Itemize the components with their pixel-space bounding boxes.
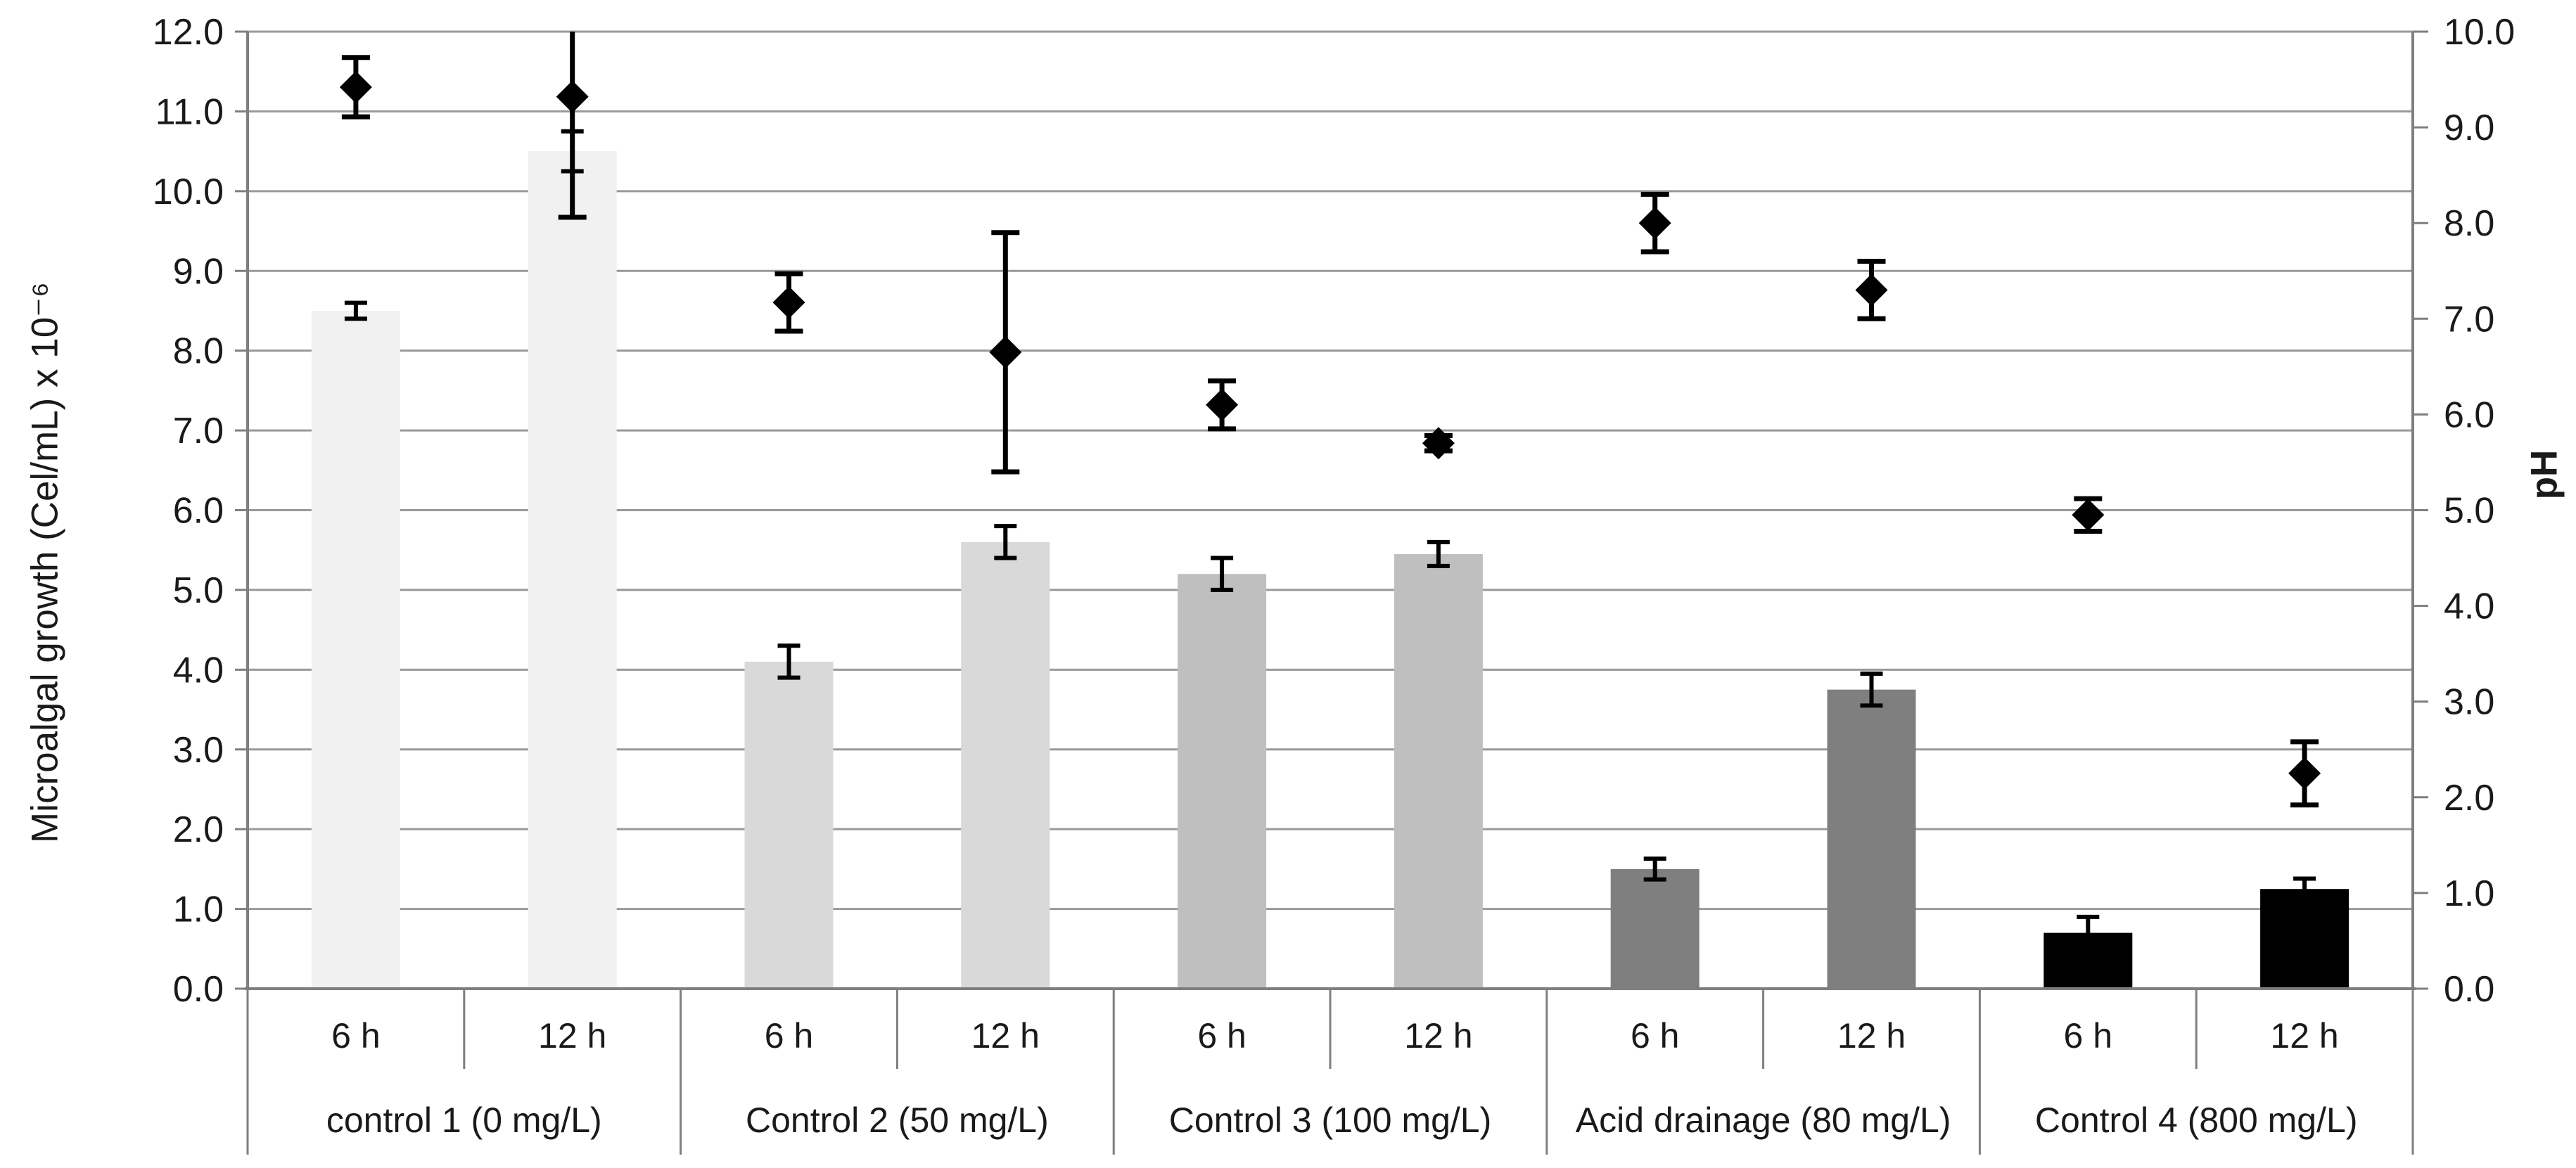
x-time-label: 12 h (538, 1016, 606, 1055)
ph-marker-diamond (556, 80, 589, 113)
x-time-label: 6 h (765, 1016, 814, 1055)
y-right-tick-label: 1.0 (2444, 873, 2494, 914)
growth-bar (528, 151, 617, 989)
y-left-axis-title: Microalgal growth (Cel/mL) x 10⁻⁶ (24, 282, 66, 843)
growth-bar (1178, 574, 1267, 989)
growth-bar (1610, 868, 1700, 989)
x-time-label: 6 h (1197, 1016, 1246, 1055)
y-right-tick-label: 7.0 (2444, 299, 2494, 340)
y-right-tick-label: 4.0 (2444, 586, 2494, 627)
x-time-label: 6 h (2064, 1016, 2113, 1055)
ph-marker-diamond (989, 335, 1022, 368)
x-time-label: 12 h (1837, 1016, 1906, 1055)
x-group-label: Control 2 (50 mg/L) (746, 1100, 1049, 1140)
y-left-tick-label: 8.0 (173, 331, 224, 372)
growth-bar (1827, 689, 1916, 989)
y-left-tick-label: 6.0 (173, 491, 224, 532)
x-time-label: 12 h (971, 1016, 1040, 1055)
x-time-label: 6 h (331, 1016, 381, 1055)
y-right-tick-label: 0.0 (2444, 969, 2494, 1010)
y-left-tick-label: 2.0 (173, 809, 224, 850)
y-left-tick-label: 12.0 (153, 12, 224, 53)
y-right-tick-label: 8.0 (2444, 203, 2494, 244)
y-right-tick-label: 10.0 (2444, 12, 2515, 53)
y-left-tick-label: 9.0 (173, 251, 224, 292)
x-time-label: 12 h (2270, 1016, 2338, 1055)
x-time-label: 12 h (1404, 1016, 1472, 1055)
ph-marker-diamond (1855, 274, 1888, 307)
y-right-tick-label: 2.0 (2444, 778, 2494, 819)
growth-bar (961, 541, 1050, 989)
growth-bar (1394, 553, 1483, 989)
x-time-label: 6 h (1631, 1016, 1680, 1055)
y-left-tick-label: 5.0 (173, 570, 224, 611)
y-left-tick-label: 1.0 (173, 890, 224, 930)
x-group-label: Acid drainage (80 mg/L) (1576, 1100, 1951, 1140)
ph-marker-diamond (1206, 388, 1239, 421)
x-group-label: control 1 (0 mg/L) (326, 1100, 602, 1140)
y-left-tick-label: 4.0 (173, 650, 224, 691)
x-group-label: Control 4 (800 mg/L) (2035, 1100, 2358, 1140)
growth-bar (311, 310, 400, 989)
x-group-label: Control 3 (100 mg/L) (1169, 1100, 1492, 1140)
y-right-tick-label: 9.0 (2444, 108, 2494, 148)
y-left-tick-label: 3.0 (173, 730, 224, 771)
ph-marker-diamond (2072, 499, 2105, 532)
y-right-tick-label: 3.0 (2444, 682, 2494, 723)
ph-marker-diamond (2288, 757, 2321, 790)
y-left-tick-label: 7.0 (173, 411, 224, 451)
y-left-tick-label: 10.0 (153, 172, 224, 212)
y-right-tick-label: 6.0 (2444, 394, 2494, 435)
y-right-tick-label: 5.0 (2444, 491, 2494, 532)
y-left-tick-label: 11.0 (155, 91, 224, 132)
ph-marker-diamond (772, 286, 805, 319)
ph-marker-diamond (1638, 207, 1671, 240)
ph-marker-diamond (1422, 427, 1455, 460)
growth-bar (2260, 889, 2349, 989)
growth-bar (744, 661, 834, 989)
y-left-tick-label: 0.0 (173, 969, 224, 1010)
y-right-axis-title: pH (2523, 449, 2565, 500)
ph-marker-diamond (339, 70, 372, 103)
